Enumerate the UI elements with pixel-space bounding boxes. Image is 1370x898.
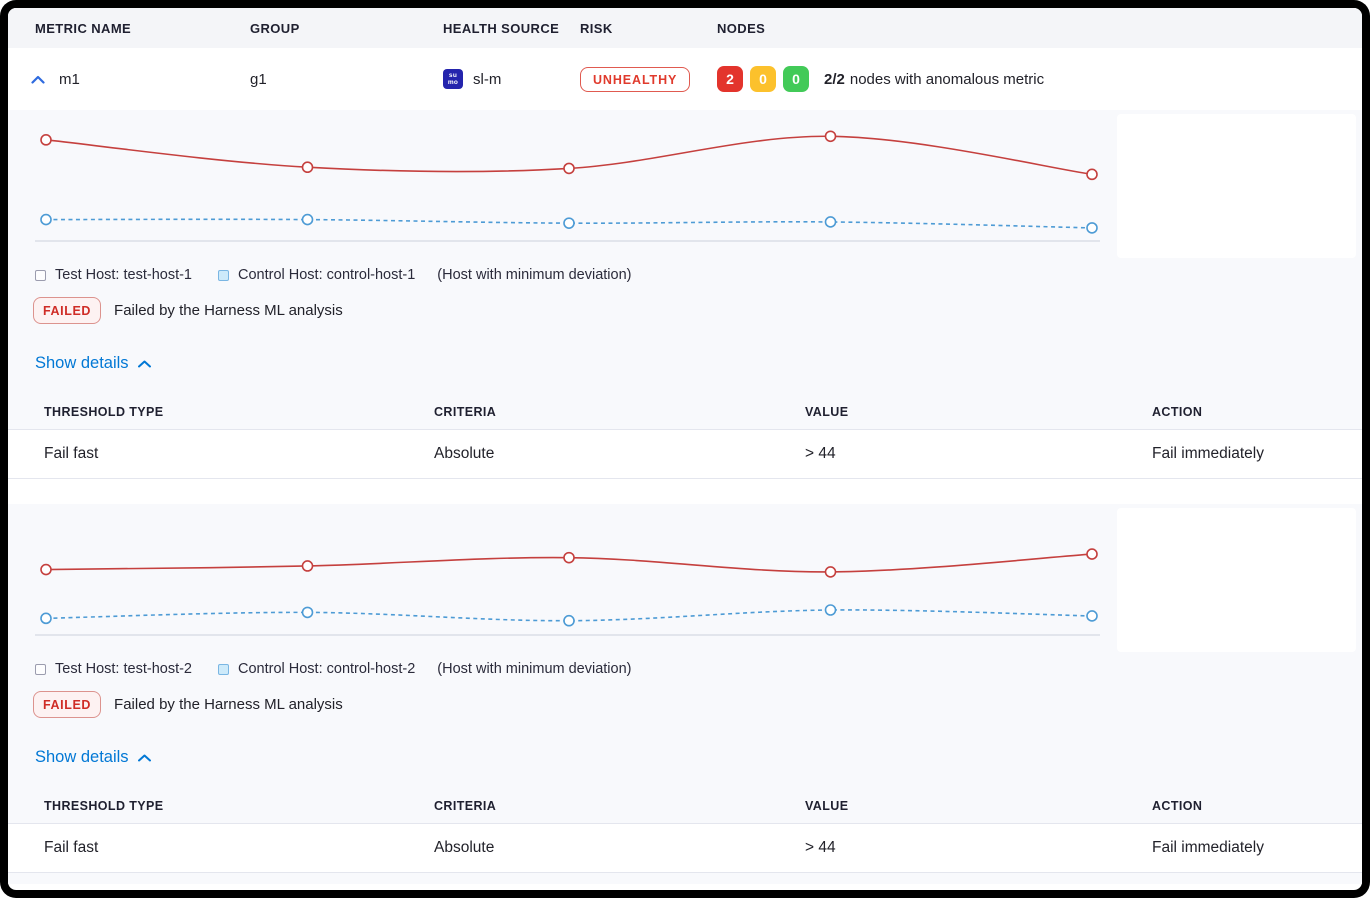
nodes-cell: 2 0 0 2/2 nodes with anomalous metric [717, 66, 1362, 92]
data-point-marker [824, 566, 837, 578]
line-chart-canvas [35, 130, 1100, 242]
timeseries-chart-2 [24, 508, 1117, 652]
failed-badge: FAILED [33, 297, 102, 324]
control-host-swatch-icon [218, 269, 229, 281]
data-point-marker [824, 604, 837, 616]
host-analysis-section-2: Test Host: test-host-2 Control Host: con… [8, 504, 1362, 884]
metrics-table-header: METRIC NAME GROUP HEALTH SOURCE RISK NOD… [8, 8, 1362, 48]
data-point-marker [301, 213, 314, 226]
data-point-marker [1086, 548, 1098, 560]
risk-badge: UNHEALTHY [580, 66, 691, 92]
threshold-table-row: Fail fast Absolute > 44 Fail immediately [8, 430, 1362, 479]
data-point-marker [40, 213, 52, 226]
data-point-marker [824, 130, 837, 143]
minimum-deviation-note: (Host with minimum deviation) [437, 661, 632, 677]
line-chart-canvas [35, 548, 1100, 636]
data-point-marker [301, 161, 314, 174]
show-details-toggle[interactable]: Show details [35, 354, 151, 373]
data-point-marker [40, 612, 52, 625]
data-point-marker [1086, 168, 1098, 181]
header-health-source: HEALTH SOURCE [443, 20, 560, 36]
data-point-marker [563, 217, 575, 229]
nodes-summary: 2/2 nodes with anomalous metric [824, 70, 1045, 88]
chart-row [8, 508, 1362, 652]
control-host-swatch-icon [218, 663, 229, 675]
threshold-table: THRESHOLD TYPE CRITERIA VALUE ACTION Fai… [8, 789, 1362, 873]
data-point-marker [563, 162, 575, 175]
chevron-up-icon [31, 72, 45, 87]
minimum-deviation-note: (Host with minimum deviation) [437, 267, 632, 283]
header-nodes: NODES [717, 20, 766, 36]
metrics-analysis-card: METRIC NAME GROUP HEALTH SOURCE RISK NOD… [8, 8, 1362, 890]
anomalous-nodes-badge: 2 [717, 66, 743, 92]
data-point-marker [1086, 610, 1098, 622]
analysis-status-row: FAILED Failed by the Harness ML analysis [33, 297, 1362, 324]
data-point-marker [301, 560, 314, 572]
host-analysis-section-1: Test Host: test-host-1 Control Host: con… [8, 110, 1362, 479]
analysis-status-message: Failed by the Harness ML analysis [114, 696, 343, 713]
warning-nodes-badge: 0 [750, 66, 776, 92]
data-point-marker [563, 551, 575, 564]
sumologic-icon: su mo [443, 69, 463, 89]
threshold-table: THRESHOLD TYPE CRITERIA VALUE ACTION Fai… [8, 395, 1362, 479]
test-host-swatch-icon [35, 663, 46, 675]
data-point-marker [824, 216, 837, 228]
data-point-marker [301, 606, 314, 619]
chart-legend: Test Host: test-host-1 Control Host: con… [35, 267, 1362, 283]
health-source-cell: su mo sl-m [443, 69, 580, 89]
chevron-up-icon [137, 748, 151, 767]
legend-item-test-host[interactable]: Test Host: test-host-1 [35, 267, 192, 283]
header-metric-name: METRIC NAME [35, 20, 132, 36]
chart-side-panel [1117, 508, 1356, 652]
chart-row [8, 114, 1362, 258]
healthy-nodes-badge: 0 [783, 66, 809, 92]
section-divider [8, 479, 1362, 504]
metric-name-value: m1 [59, 70, 80, 88]
test-host-swatch-icon [35, 269, 46, 281]
threshold-table-header: THRESHOLD TYPE CRITERIA VALUE ACTION [8, 395, 1362, 430]
failed-badge: FAILED [33, 691, 102, 718]
legend-item-test-host[interactable]: Test Host: test-host-2 [35, 661, 192, 677]
legend-item-control-host[interactable]: Control Host: control-host-1 [218, 267, 415, 283]
timeseries-chart-1 [24, 114, 1117, 258]
chevron-up-icon [137, 354, 151, 373]
header-group: GROUP [250, 20, 300, 36]
group-value: g1 [250, 70, 267, 88]
show-details-toggle[interactable]: Show details [35, 748, 151, 767]
data-point-marker [1086, 222, 1098, 234]
chart-side-panel [1117, 114, 1356, 258]
analysis-status-message: Failed by the Harness ML analysis [114, 302, 343, 319]
chart-legend: Test Host: test-host-2 Control Host: con… [35, 661, 1362, 677]
data-point-marker [563, 614, 575, 627]
threshold-table-header: THRESHOLD TYPE CRITERIA VALUE ACTION [8, 789, 1362, 824]
collapse-row-button[interactable] [29, 70, 47, 88]
threshold-table-row: Fail fast Absolute > 44 Fail immediately [8, 824, 1362, 873]
header-risk: RISK [580, 20, 613, 36]
data-point-marker [40, 134, 52, 146]
health-source-value: sl-m [473, 70, 502, 88]
analysis-status-row: FAILED Failed by the Harness ML analysis [33, 691, 1362, 718]
legend-item-control-host[interactable]: Control Host: control-host-2 [218, 661, 415, 677]
data-point-marker [40, 563, 52, 576]
metric-row[interactable]: m1 g1 su mo sl-m UNHEALTHY 2 0 0 2/2 node… [8, 48, 1362, 110]
